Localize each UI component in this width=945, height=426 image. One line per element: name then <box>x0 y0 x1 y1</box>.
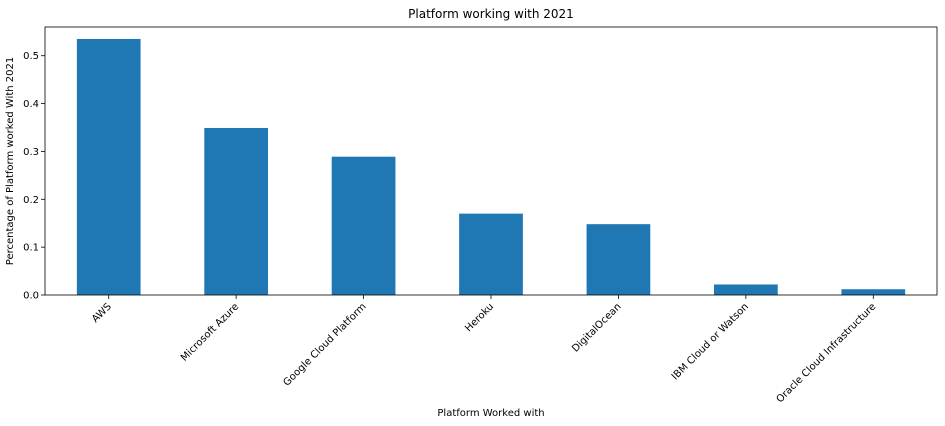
x-tick-label: AWS <box>90 301 114 325</box>
y-tick-label: 0.2 <box>23 195 39 206</box>
x-tick-label: Google Cloud Platform <box>281 301 368 388</box>
y-tick-label: 0.1 <box>23 243 39 254</box>
y-tick-label: 0.5 <box>23 51 39 62</box>
x-tick-label: Heroku <box>463 301 496 334</box>
y-axis-label: Percentage of Platform worked With 2021 <box>5 57 16 265</box>
bar-aws <box>76 38 141 295</box>
y-tick-label: 0.4 <box>23 99 39 110</box>
bars-group <box>76 38 906 295</box>
x-tick-label: Oracle Cloud Infrastructure <box>775 301 879 405</box>
x-axis-label: Platform Worked with <box>437 408 544 419</box>
bar-google-cloud-platform <box>331 156 396 295</box>
chart-title: Platform working with 2021 <box>408 7 574 21</box>
x-tick-label: Microsoft Azure <box>179 301 241 363</box>
bar-heroku <box>459 213 523 295</box>
bar-oracle-cloud-infrastructure <box>841 289 906 295</box>
bar-microsoft-azure <box>204 127 268 295</box>
y-axis-ticks: 0.0 0.1 0.2 0.3 0.4 0.5 <box>23 51 45 302</box>
bar-ibm-cloud-or-watson <box>714 284 778 295</box>
plot-frame <box>44 26 938 296</box>
y-tick-label: 0.3 <box>23 147 39 158</box>
x-tick-label: DigitalOcean <box>570 301 623 354</box>
x-axis-ticks: AWS Microsoft Azure Google Cloud Platform H… <box>90 295 878 405</box>
x-tick-label: IBM Cloud or Watson <box>670 301 751 382</box>
bar-digitalocean <box>586 224 651 295</box>
y-tick-label: 0.0 <box>23 291 39 302</box>
